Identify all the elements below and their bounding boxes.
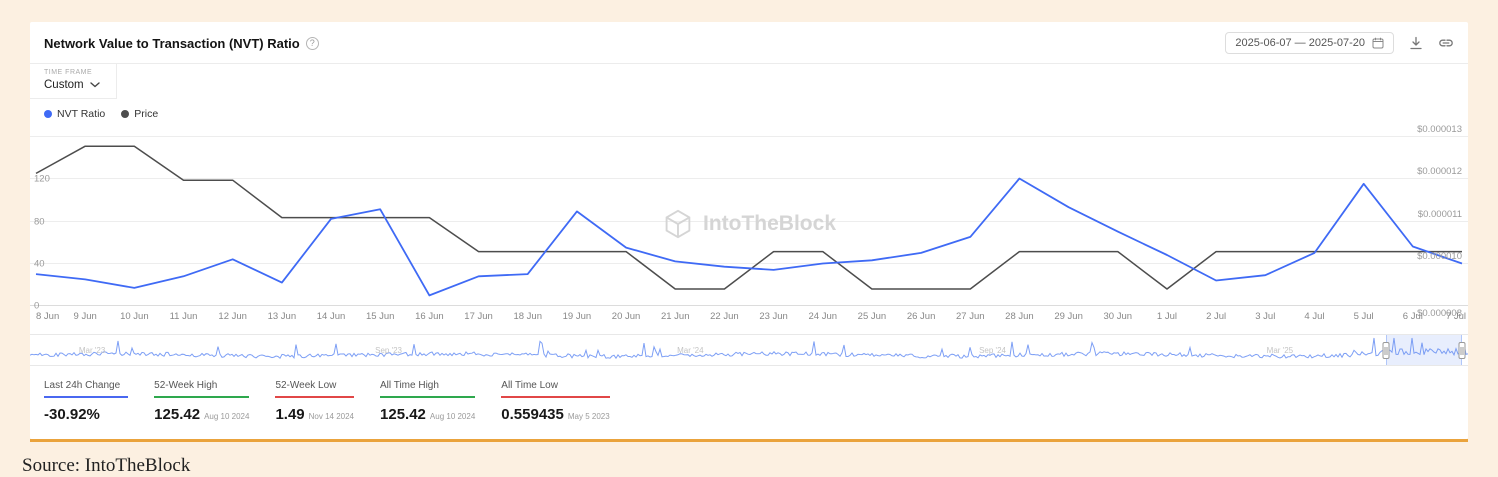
x-axis-label: 12 Jun [218,311,247,322]
stat-all-time-high: All Time High 125.42 Aug 10 2024 [380,380,476,423]
download-icon[interactable] [1409,36,1423,50]
navigator-handle-left[interactable] [1382,342,1390,359]
stat-label: 52-Week High [154,380,250,398]
navigator-selection[interactable] [1386,335,1463,365]
share-link-icon[interactable] [1438,38,1454,48]
x-axis-label: 11 Jun [169,311,198,322]
title-row: Network Value to Transaction (NVT) Ratio… [44,36,319,51]
x-axis-label: 17 Jun [464,311,493,322]
timeframe-value: Custom [44,79,84,91]
x-axis-label: 20 Jun [611,311,641,322]
x-axis-label: 19 Jun [562,311,592,322]
stat-value: 0.559435 [501,406,564,423]
stats-row: Last 24h Change -30.92% 52-Week High 125.42… [30,366,1468,439]
nvt-ratio-line [35,177,1463,297]
x-axis-label: 7 Jul [1445,311,1466,322]
source-caption: Source: IntoTheBlock [22,455,191,476]
x-axis-label: 13 Jun [267,311,297,322]
x-axis-label: 24 Jun [808,311,838,322]
timeframe-row: TIME FRAME Custom [30,64,1468,99]
stat-value: 125.42 [154,406,201,423]
stat-value-row: 0.559435 May 5 2023 [501,406,609,423]
x-axis-label: 29 Jun [1054,311,1083,322]
chart-svg [30,136,1468,306]
legend-item-nvt-ratio[interactable]: NVT Ratio [44,108,105,120]
x-axis-label: 9 Jun [73,311,97,322]
x-axis-label: 25 Jun [857,311,887,322]
x-axis-label: 23 Jun [759,311,788,322]
stat-date: Aug 10 2024 [429,412,476,421]
x-axis-label: 28 Jun [1005,311,1034,322]
stat-date: May 5 2023 [567,412,610,421]
x-axis-label: 8 Jun [36,311,60,322]
timeframe-label: TIME FRAME [44,69,93,76]
right-axis-label: $0.000013 [1417,123,1462,135]
legend-label: Price [134,108,159,120]
x-axis-labels: 8 Jun 9 Jun 10 Jun 11 Jun 12 Jun 13 Jun 14 Jun… [30,310,1468,326]
navigator-sparkline [29,337,1469,360]
header-toolbar: 2025-06-07 — 2025-07-20 [1225,32,1454,54]
stat-label: 52-Week Low [275,380,355,398]
date-range-value: 2025-06-07 — 2025-07-20 [1235,37,1365,49]
stat-value-row: 1.49 Nov 14 2024 [275,406,354,423]
x-axis-label: 4 Jul [1304,311,1325,322]
x-axis-label: 18 Jun [513,311,542,322]
legend-dot [121,110,130,118]
x-axis-label: 5 Jul [1353,311,1374,322]
stat-52-week-low: 52-Week Low 1.49 Nov 14 2024 [275,380,355,423]
x-axis-label: 15 Jun [365,311,395,322]
stat-value: -30.92% [44,406,100,423]
stat-value: 125.42 [380,406,426,423]
x-axis-label: 3 Jul [1255,311,1276,322]
stat-value-row: 125.42 Aug 10 2024 [154,406,249,423]
x-axis-label: 22 Jun [710,311,739,322]
timeframe-selector[interactable]: TIME FRAME Custom [30,64,117,99]
stat-all-time-low: All Time Low 0.559435 May 5 2023 [501,380,610,423]
nvt-chart-card: Network Value to Transaction (NVT) Ratio… [29,22,1469,439]
date-range-picker[interactable]: 2025-06-07 — 2025-07-20 [1225,32,1394,54]
legend: NVT Ratio Price [30,99,1468,120]
stat-date: Nov 14 2024 [308,412,355,421]
price-line [35,145,1462,290]
navigator[interactable]: Mar '23 Sep '23 Mar '24 Sep '24 Mar '25 [29,334,1469,366]
x-axis-label: 21 Jun [660,311,690,322]
stat-label: All Time High [380,380,476,398]
page: Network Value to Transaction (NVT) Ratio… [22,22,1469,477]
x-axis-label: 10 Jun [120,311,149,322]
x-axis-label: 2 Jul [1206,311,1227,322]
plot-area[interactable] [30,136,1468,306]
stat-value-row: 125.42 Aug 10 2024 [380,406,475,423]
x-axis-label: 6 Jul [1402,311,1423,322]
x-axis-label: 26 Jun [906,311,936,322]
card-header: Network Value to Transaction (NVT) Ratio… [30,22,1468,64]
legend-item-price[interactable]: Price [121,108,158,120]
stat-value: 1.49 [275,406,305,423]
x-axis-label: 1 Jul [1156,311,1177,322]
x-axis-label: 14 Jun [316,311,346,322]
stat-label: Last 24h Change [44,380,129,398]
calendar-icon [1372,37,1384,49]
chevron-down-icon [89,82,100,88]
chart-title: Network Value to Transaction (NVT) Ratio [44,35,300,51]
stat-label: All Time Low [501,380,610,398]
legend-dot [44,110,52,118]
legend-label: NVT Ratio [57,108,106,120]
navigator-handle-right[interactable] [1458,342,1466,359]
x-axis-label: 27 Jun [956,311,985,322]
x-axis-label: 30 Jun [1103,311,1133,322]
x-axis-label: 16 Jun [415,311,444,322]
stat-value-row: -30.92% [44,406,128,423]
article-divider [30,439,1468,442]
chart-area: IntoTheBlock 120 80 40 0 $0.000013 $0.000012 $… [30,124,1468,319]
stat-52-week-high: 52-Week High 125.42 Aug 10 2024 [154,380,250,423]
stat-last-24h-change: Last 24h Change -30.92% [44,380,129,423]
info-icon[interactable]: ? [305,36,319,50]
stat-date: Aug 10 2024 [204,412,250,421]
